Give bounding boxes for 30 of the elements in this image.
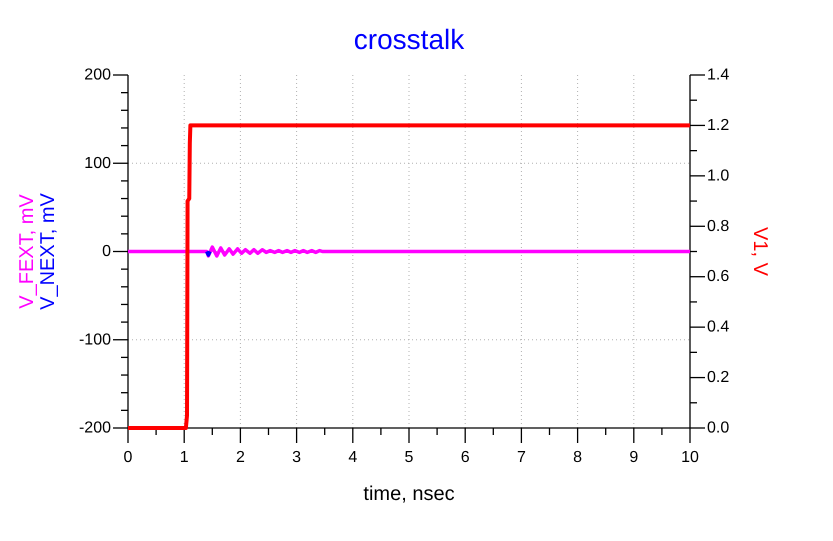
y-tick-label: 200 xyxy=(84,66,112,84)
y2-tick-label: 0.6 xyxy=(707,268,730,286)
y2-tick-label: 0.0 xyxy=(707,420,730,436)
x-tick-label: 4 xyxy=(348,449,358,466)
text: V_FEXT, mV xyxy=(16,194,38,309)
y2-tick-label: 1.2 xyxy=(707,116,730,134)
y2-tick-label: 0.4 xyxy=(707,318,730,336)
x-tick-label: 5 xyxy=(404,449,414,466)
x-tick-label: 9 xyxy=(629,449,638,466)
x-tick-label: 1 xyxy=(180,449,189,466)
y-tick-label: 0 xyxy=(102,243,112,260)
y2-tick-label: 1.0 xyxy=(707,167,730,184)
y2-tick-label: 0.8 xyxy=(707,218,730,235)
x-tick-label: 10 xyxy=(681,449,699,466)
chart-title: crosstalk xyxy=(354,24,466,55)
y2-tick-label: 0.2 xyxy=(707,369,730,386)
y-tick-label: 100 xyxy=(84,154,112,172)
text: V1, V xyxy=(749,227,771,277)
y2-tick-label: 1.4 xyxy=(707,66,730,84)
x-axis-title: time, nsec xyxy=(363,483,455,505)
x-tick-label: 6 xyxy=(460,449,470,466)
y-tick-label: -200 xyxy=(78,420,112,436)
text: V_NEXT, mV xyxy=(37,192,59,310)
x-tick-label: 2 xyxy=(236,449,245,466)
x-tick-label: 8 xyxy=(573,449,582,466)
y-tick-label: -100 xyxy=(78,331,112,348)
x-tick-label: 0 xyxy=(124,449,133,466)
line-series xyxy=(126,245,692,258)
x-tick-label: 7 xyxy=(516,449,526,466)
x-tick-label: 3 xyxy=(292,449,302,466)
